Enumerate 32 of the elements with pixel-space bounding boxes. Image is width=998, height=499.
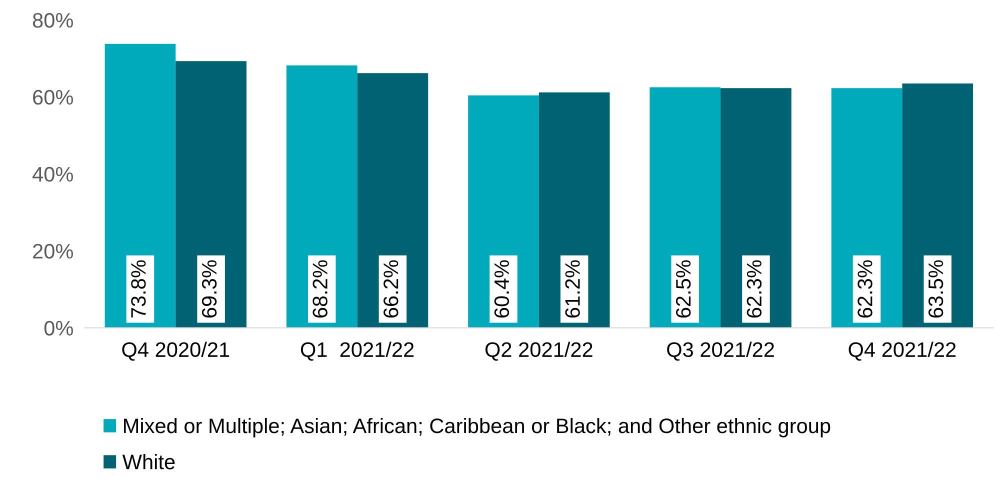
data-label: 68.2%: [312, 260, 328, 318]
bar: [357, 73, 428, 328]
bar: [468, 95, 539, 328]
data-label: 66.2%: [384, 260, 398, 318]
bar: [538, 92, 610, 328]
data-label: 63.5%: [928, 260, 944, 318]
y-tick-label: 60%: [33, 90, 73, 105]
y-tick-label: 40%: [32, 166, 73, 182]
data-label: 62.5%: [676, 260, 691, 318]
x-tick-label: Q3 2021/22: [667, 342, 774, 361]
bar: [720, 88, 792, 328]
bar: [286, 65, 358, 328]
x-tick-label: Q4 2021/22: [848, 342, 956, 361]
bar: [902, 83, 974, 328]
data-label: 69.3%: [202, 260, 217, 318]
x-tick-label: Q4 2020/21: [122, 342, 230, 361]
data-label: 62.3%: [746, 260, 762, 318]
y-tick-label: 80%: [32, 12, 73, 28]
x-tick-label: Q2 2021/22: [485, 342, 592, 361]
y-tick-label: 0%: [44, 320, 73, 336]
data-label: 62.3%: [858, 260, 872, 318]
legend-label: White: [122, 454, 175, 470]
data-label: 61.2%: [565, 260, 580, 318]
bar: [176, 61, 246, 328]
legend-label: Mixed or Multiple; Asian; African; Caribbean or Black; and Other ethnic group: [124, 418, 830, 438]
data-label: 73.8%: [131, 260, 146, 318]
bar: [104, 44, 176, 328]
bar: [650, 87, 721, 328]
bar: [831, 88, 902, 328]
data-label: 60.4%: [494, 260, 510, 318]
x-tick-label: Q1 2021/22: [300, 342, 414, 361]
y-tick-label: 20%: [33, 244, 73, 259]
